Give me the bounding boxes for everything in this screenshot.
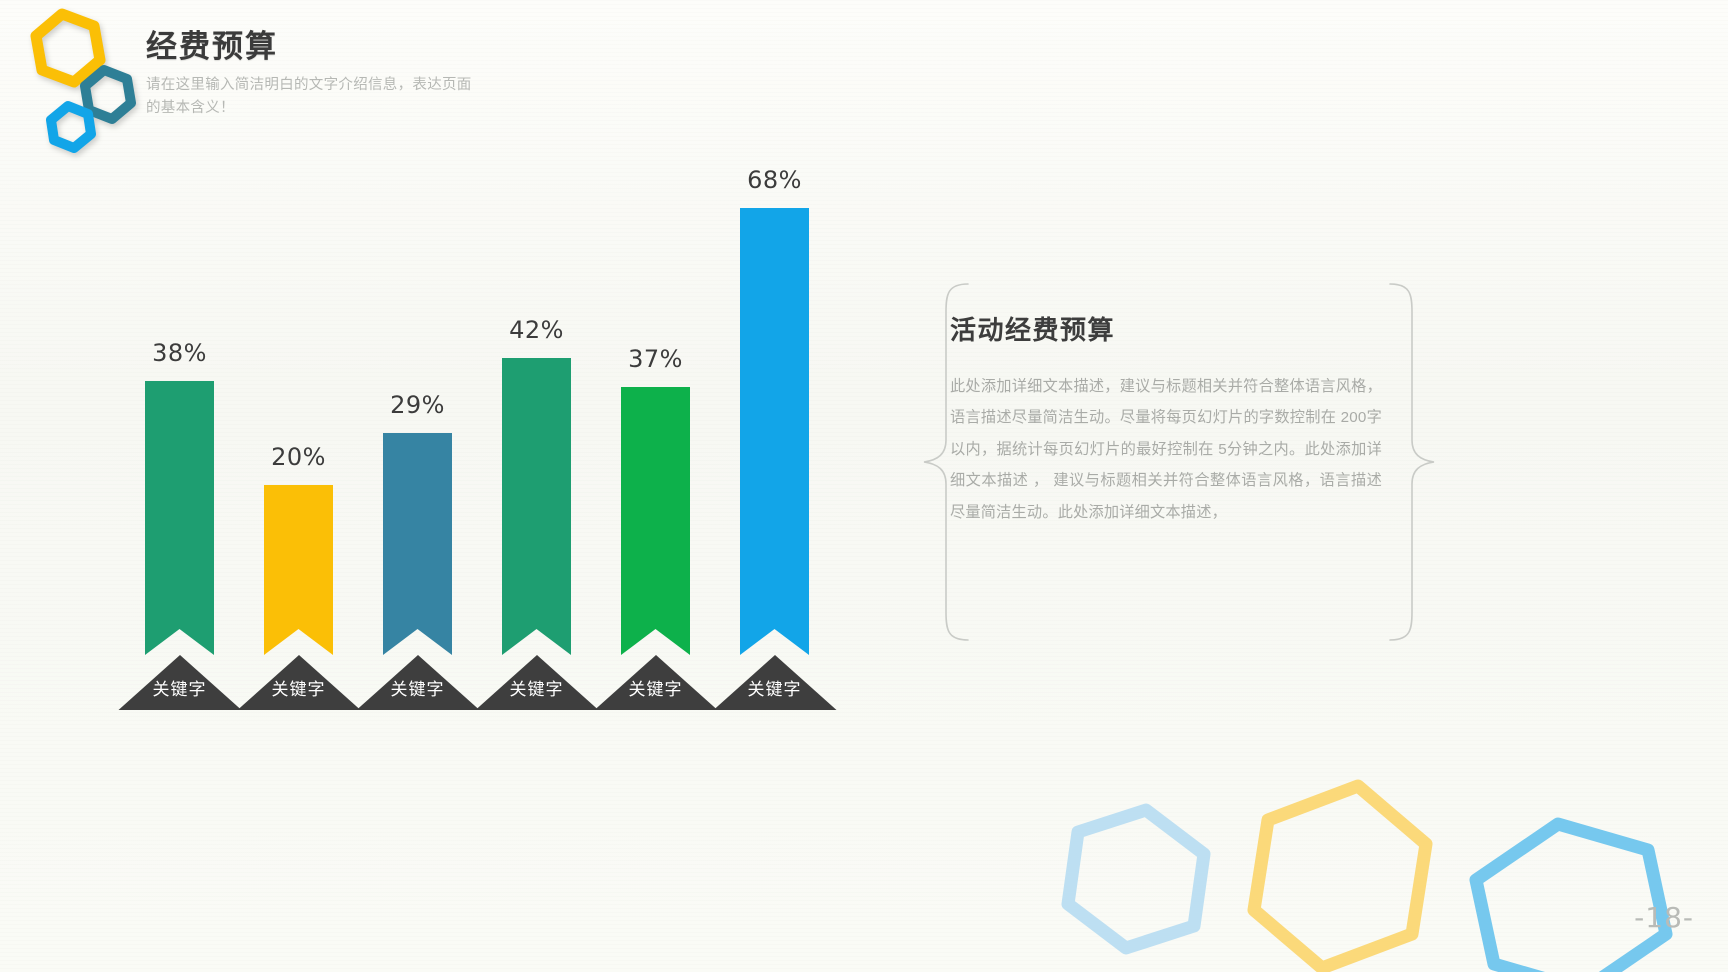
bar-chart: 38% 关键字 20% 关键字 29% 关键字 42% 关键字 37% 关键字 68% 关键字	[0, 150, 880, 710]
bar-rect[interactable]	[621, 387, 690, 655]
category-label[interactable]: 关键字	[118, 655, 241, 710]
category-label-text: 关键字	[509, 680, 564, 699]
bar-fill	[621, 387, 690, 655]
bar-rect[interactable]	[145, 381, 214, 655]
info-panel-title: 活动经费预算	[950, 315, 1116, 345]
hexagons-decoration-icon: -18-	[1028, 762, 1728, 972]
category-label-shape	[594, 655, 717, 710]
category-label-text: 关键字	[747, 680, 802, 699]
bar-fill	[740, 208, 809, 655]
bar-fill	[145, 381, 214, 655]
bar-value-label: 38%	[152, 339, 207, 367]
slide-header: 经费预算 请在这里输入简洁明白的文字介绍信息，表达页面的基本含义！	[0, 0, 860, 170]
bar-column[interactable]: 37% 关键字	[594, 150, 717, 710]
hexagons-logo-icon	[22, 8, 142, 163]
bar-column[interactable]: 29% 关键字	[356, 150, 479, 710]
category-label-shape	[475, 655, 598, 710]
bar-fill	[264, 485, 333, 655]
category-label-text: 关键字	[628, 680, 683, 699]
page-subtitle: 请在这里输入简洁明白的文字介绍信息，表达页面的基本含义！	[146, 77, 472, 116]
bar-fill	[383, 433, 452, 655]
title-block: 经费预算 请在这里输入简洁明白的文字介绍信息，表达页面的基本含义！	[146, 29, 476, 119]
category-label-shape	[713, 655, 836, 710]
category-label-shape	[118, 655, 241, 710]
bar-rect[interactable]	[740, 208, 809, 655]
category-label[interactable]: 关键字	[356, 655, 479, 710]
bar-column[interactable]: 20% 关键字	[237, 150, 360, 710]
category-label-shape	[237, 655, 360, 710]
info-panel: 活动经费预算 此处添加详细文本描述，建议与标题相关并符合整体语言风格，语言描述尽…	[912, 282, 1435, 642]
category-label-text: 关键字	[152, 680, 207, 699]
bar-column[interactable]: 42% 关键字	[475, 150, 598, 710]
bar-value-label: 42%	[509, 316, 564, 344]
bar-value-label: 29%	[390, 391, 445, 419]
bar-value-label: 37%	[628, 345, 683, 373]
bar-fill	[502, 358, 571, 655]
category-label-text: 关键字	[390, 680, 445, 699]
curly-brace-right-icon	[1389, 283, 1435, 641]
bar-rect[interactable]	[383, 433, 452, 655]
bar-value-label: 20%	[271, 443, 326, 471]
curly-brace-left-icon	[923, 283, 969, 641]
category-label-shape	[356, 655, 479, 710]
category-label[interactable]: 关键字	[475, 655, 598, 710]
info-panel-body: 此处添加详细文本描述，建议与标题相关并符合整体语言风格，语言描述尽量简洁生动。尽…	[950, 378, 1382, 521]
page-number: -18-	[1634, 901, 1694, 934]
category-label[interactable]: 关键字	[713, 655, 836, 710]
bar-column[interactable]: 68% 关键字	[713, 150, 836, 710]
page-title: 经费预算	[146, 29, 278, 64]
info-panel-content: 活动经费预算 此处添加详细文本描述，建议与标题相关并符合整体语言风格，语言描述尽…	[950, 310, 1382, 528]
bar-value-label: 68%	[747, 166, 802, 194]
bar-rect[interactable]	[264, 485, 333, 655]
category-label-text: 关键字	[271, 680, 326, 699]
category-label[interactable]: 关键字	[594, 655, 717, 710]
bar-rect[interactable]	[502, 358, 571, 655]
category-label[interactable]: 关键字	[237, 655, 360, 710]
bar-column[interactable]: 38% 关键字	[118, 150, 241, 710]
